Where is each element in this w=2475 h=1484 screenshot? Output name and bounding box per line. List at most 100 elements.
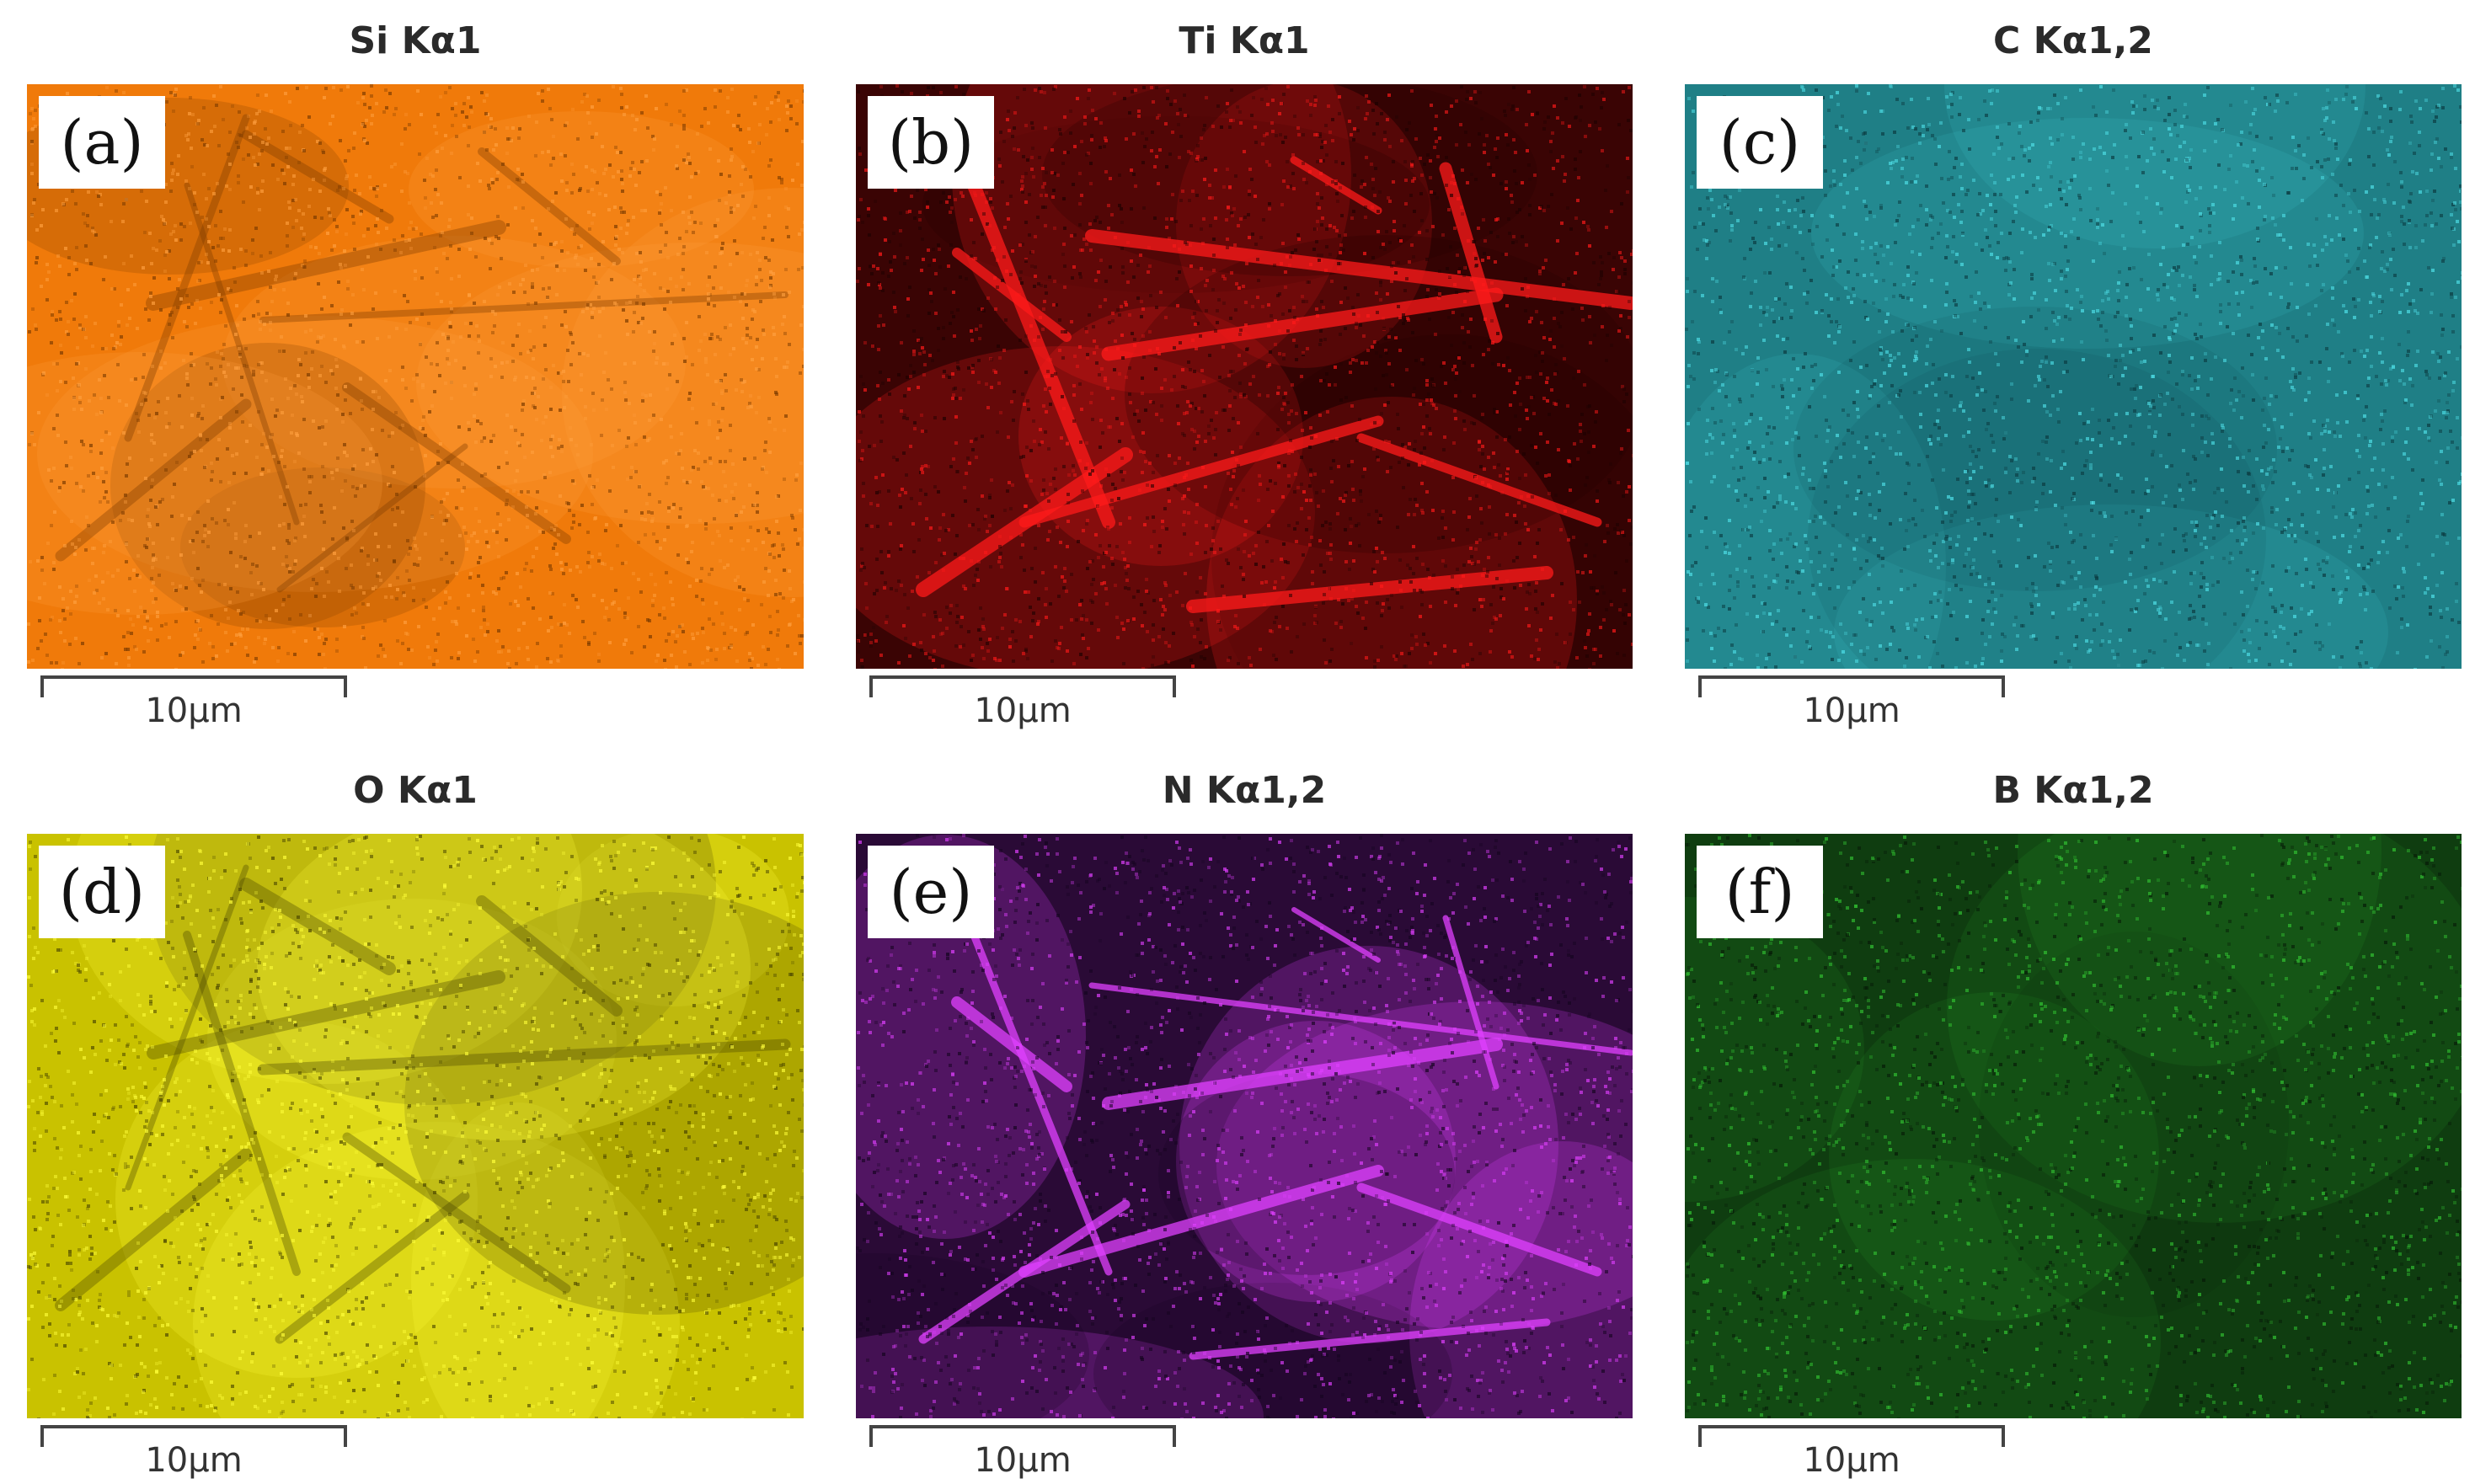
scale-bar bbox=[40, 675, 347, 697]
panel-title: O Kα1 bbox=[353, 769, 478, 812]
panel-label: (f) bbox=[1697, 846, 1823, 938]
fiber-trace bbox=[257, 1038, 791, 1076]
map-shade bbox=[148, 834, 716, 1105]
elemental-map-ti: (b) bbox=[856, 84, 1633, 669]
panel-title: B Kα1,2 bbox=[1992, 769, 2154, 812]
map-shade bbox=[70, 834, 582, 1084]
map-shade bbox=[404, 892, 804, 1315]
panel-o: O Kα1 (d) 10µm bbox=[27, 761, 804, 1480]
panel-label: (c) bbox=[1697, 96, 1823, 189]
fiber-trace bbox=[1189, 1318, 1551, 1360]
fiber-trace bbox=[1356, 1182, 1602, 1277]
fiber-trace bbox=[342, 1132, 571, 1294]
map-shade bbox=[856, 1327, 1264, 1418]
fiber-trace bbox=[124, 114, 250, 442]
map-shade bbox=[115, 1021, 478, 1378]
speckle-noise bbox=[27, 835, 804, 1418]
scale-bar bbox=[869, 675, 1176, 697]
map-shade bbox=[193, 1122, 680, 1418]
fiber-trace bbox=[970, 931, 1113, 1276]
map-shade bbox=[411, 1102, 625, 1418]
map-shade bbox=[1811, 118, 2364, 349]
map-image bbox=[856, 834, 1633, 1418]
map-shade bbox=[1979, 932, 2289, 1317]
map-shade bbox=[557, 834, 789, 1006]
scale-bar-label: 10µm bbox=[974, 1441, 1072, 1480]
map-image bbox=[27, 84, 804, 669]
scale-bar-label: 10µm bbox=[145, 1441, 243, 1480]
map-shade bbox=[1409, 1141, 1633, 1418]
scale-bar bbox=[40, 1425, 347, 1447]
fiber-trace bbox=[276, 443, 468, 593]
panel-b: B Kα1,2 (f) 10µm bbox=[1685, 761, 2462, 1480]
fiber-trace bbox=[1291, 907, 1381, 963]
map-shade bbox=[416, 243, 804, 524]
speckle-noise bbox=[1685, 834, 2462, 1418]
fiber-trace bbox=[952, 248, 1072, 342]
fiber-trace bbox=[1356, 433, 1602, 527]
scale-bar bbox=[1698, 1425, 2005, 1447]
map-shade bbox=[1685, 354, 1946, 669]
map-shade bbox=[1808, 349, 2266, 669]
fiber-trace bbox=[1088, 982, 1633, 1056]
panel-label: (b) bbox=[868, 96, 994, 189]
panel-title: Si Kα1 bbox=[349, 19, 482, 62]
scale-bar bbox=[869, 1425, 1176, 1447]
map-shade bbox=[2018, 834, 2381, 1066]
map-shade bbox=[856, 1253, 1089, 1418]
elemental-map-o: (d) bbox=[27, 834, 804, 1418]
scale-bar-label: 10µm bbox=[1803, 1441, 1900, 1480]
fiber-trace bbox=[951, 996, 1072, 1092]
panel-label: (d) bbox=[39, 846, 165, 938]
panel-c: C Kα1,2 (c) 10µm bbox=[1685, 12, 2462, 730]
panel-title: C Kα1,2 bbox=[1993, 19, 2153, 62]
map-image bbox=[1685, 84, 2462, 669]
elemental-map-b: (f) bbox=[1685, 834, 2462, 1418]
map-shade bbox=[1158, 1073, 1455, 1275]
panel-n: N Kα1,2 (e) 10µm bbox=[856, 761, 1633, 1480]
map-shade bbox=[1176, 84, 1432, 368]
fiber-trace bbox=[55, 1148, 252, 1311]
fiber-trace bbox=[1018, 415, 1384, 528]
fiber-trace bbox=[1186, 566, 1553, 613]
map-image bbox=[1685, 834, 2462, 1418]
scale-bar bbox=[1698, 675, 2005, 697]
fiber-trace bbox=[342, 382, 571, 544]
scale-bar-label: 10µm bbox=[1803, 691, 1900, 730]
fiber-trace bbox=[275, 1191, 470, 1344]
fiber-trace bbox=[967, 179, 1115, 529]
fiber-trace bbox=[146, 220, 506, 311]
map-shade bbox=[562, 188, 804, 597]
panel-si: Si Kα1 (a) 10µm bbox=[27, 12, 804, 730]
fiber-trace bbox=[1442, 915, 1499, 1090]
fiber-trace bbox=[183, 931, 301, 1276]
elemental-map-si: (a) bbox=[27, 84, 804, 669]
panel-ti: Ti Kα1 (b) 10µm bbox=[856, 12, 1633, 730]
map-shade bbox=[110, 343, 425, 629]
map-shade bbox=[922, 116, 1430, 293]
fiber-trace bbox=[259, 291, 788, 323]
map-image bbox=[27, 834, 804, 1418]
map-shade bbox=[1685, 897, 1864, 1202]
fiber-trace bbox=[1085, 229, 1633, 310]
fiber-trace bbox=[478, 147, 621, 265]
map-shade bbox=[207, 899, 617, 1180]
fiber-trace bbox=[239, 878, 396, 975]
map-shade bbox=[1834, 504, 2388, 669]
panel-title: Ti Kα1 bbox=[1179, 19, 1310, 62]
fiber-trace bbox=[476, 895, 623, 1017]
fiber-trace bbox=[1101, 287, 1504, 361]
scale-bar-label: 10µm bbox=[974, 691, 1072, 730]
map-image bbox=[856, 84, 1633, 669]
map-shade bbox=[27, 352, 382, 615]
panel-label: (a) bbox=[39, 96, 165, 189]
map-shade bbox=[257, 834, 751, 1140]
panel-title: N Kα1,2 bbox=[1162, 769, 1327, 812]
scale-bar-label: 10µm bbox=[145, 691, 243, 730]
fiber-trace bbox=[1439, 162, 1503, 344]
panel-label: (e) bbox=[868, 846, 994, 938]
elemental-map-c: (c) bbox=[1685, 84, 2462, 669]
map-shade bbox=[37, 316, 593, 592]
elemental-map-n: (e) bbox=[856, 834, 1633, 1418]
fiber-trace bbox=[55, 398, 252, 562]
